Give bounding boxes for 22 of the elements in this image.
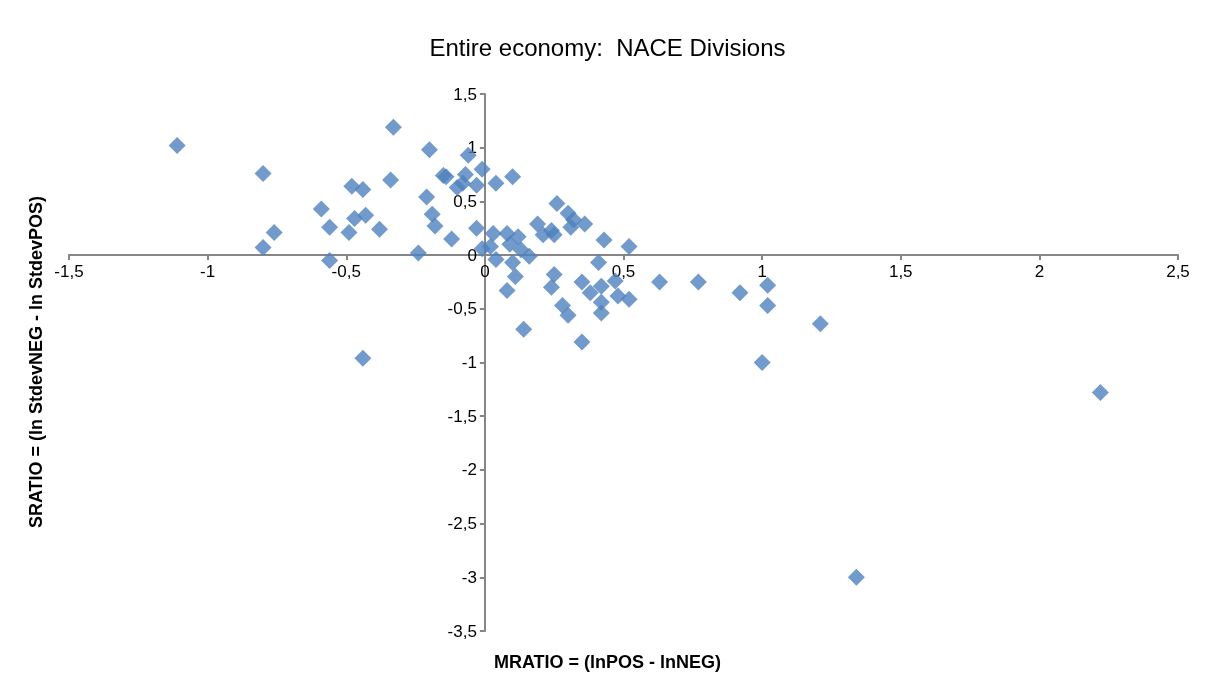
x-tick-label: 1	[757, 262, 767, 282]
y-tick-label: -1,5	[447, 406, 477, 426]
x-tick-label: 0	[480, 262, 490, 282]
y-tick-label: -0,5	[447, 299, 477, 319]
y-tick-label: -2	[461, 460, 477, 480]
x-tick-label: -0,5	[331, 262, 361, 282]
y-axis-title: SRATIO = (ln StdevNEG - ln StdevPOS)	[26, 195, 46, 529]
y-tick-label: 0	[467, 245, 477, 265]
x-axis-title: MRATIO = (lnPOS - lnNEG)	[493, 652, 722, 672]
x-tick-label: -1,5	[54, 262, 84, 282]
x-tick-label: 0,5	[611, 262, 636, 282]
y-tick-label: 0,5	[453, 191, 477, 211]
x-tick-label: 2,5	[1166, 262, 1190, 282]
x-tick-label: 1,5	[888, 262, 913, 282]
y-tick-label: -3,5	[447, 621, 477, 641]
y-tick-label: -2,5	[447, 514, 477, 534]
chart-title: Entire economy: NACE Divisions	[429, 33, 786, 61]
x-tick-label: -1	[200, 262, 216, 282]
y-tick-label: 1,5	[453, 84, 477, 104]
y-tick-label: -1	[461, 353, 477, 372]
x-tick-label: 2	[1034, 262, 1045, 282]
y-tick-label: -3	[461, 567, 477, 587]
